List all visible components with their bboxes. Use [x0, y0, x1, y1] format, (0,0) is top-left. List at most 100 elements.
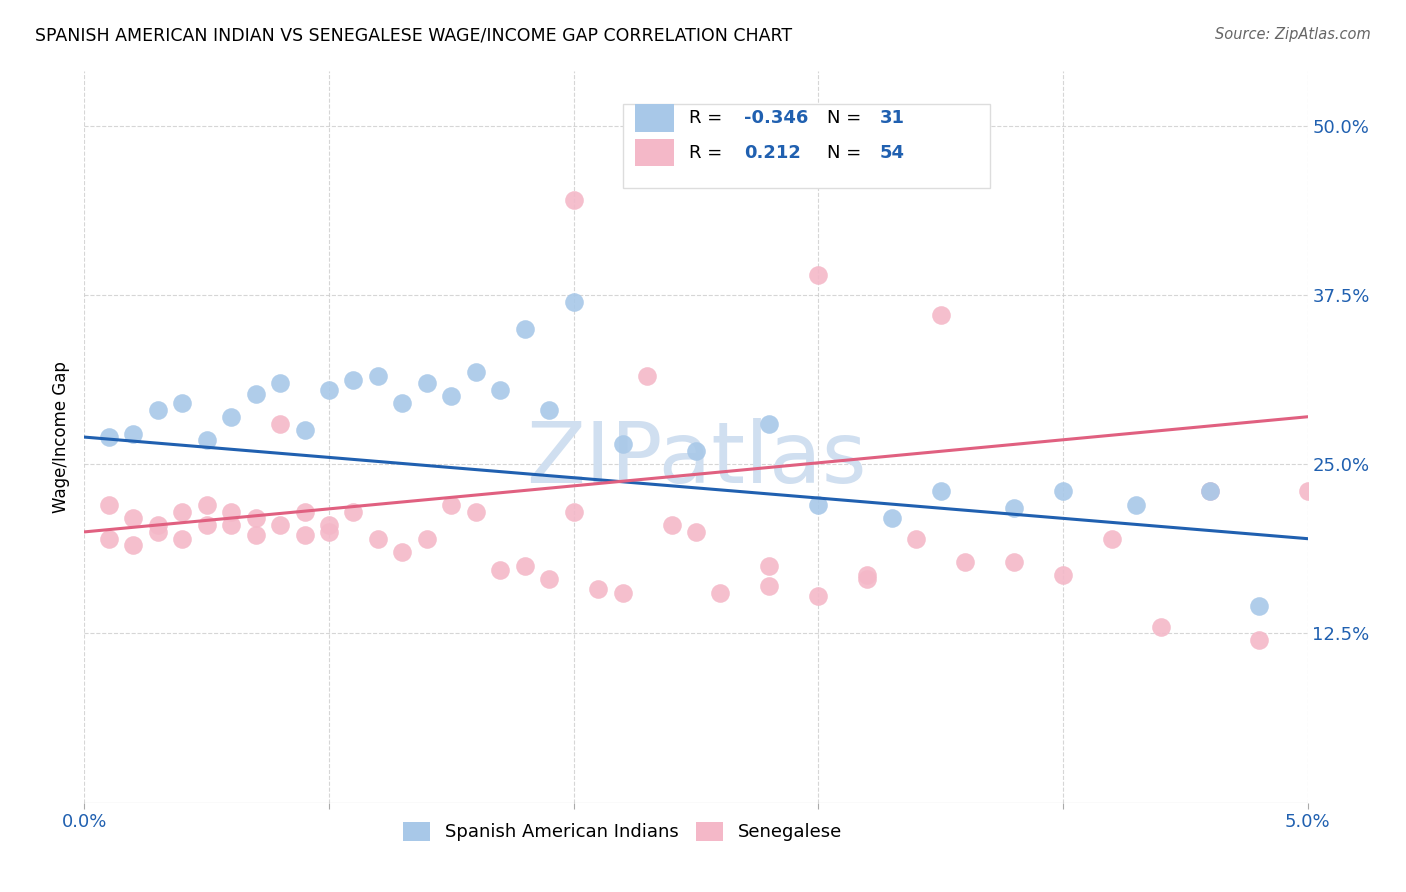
Point — [416, 532, 439, 546]
Point — [1198, 484, 1220, 499]
Text: -0.346: -0.346 — [744, 109, 808, 128]
Y-axis label: Wage/Income Gap: Wage/Income Gap — [52, 361, 70, 513]
Text: ZIPatlas: ZIPatlas — [526, 417, 866, 500]
Point — [513, 322, 536, 336]
Point — [146, 518, 169, 533]
Point — [562, 193, 585, 207]
Point — [636, 369, 658, 384]
Point — [294, 527, 316, 541]
Point — [1198, 484, 1220, 499]
Point — [269, 376, 291, 390]
Point — [269, 518, 291, 533]
Point — [685, 166, 707, 180]
Point — [758, 417, 780, 431]
Point — [807, 498, 830, 512]
Point — [880, 511, 903, 525]
Point — [1247, 633, 1270, 648]
Point — [1150, 620, 1173, 634]
Point — [172, 532, 194, 546]
Point — [685, 524, 707, 539]
Point — [905, 532, 928, 546]
Text: Source: ZipAtlas.com: Source: ZipAtlas.com — [1215, 27, 1371, 42]
Point — [318, 524, 340, 539]
Point — [464, 505, 486, 519]
Point — [856, 568, 879, 582]
Point — [1002, 500, 1025, 515]
Point — [612, 437, 634, 451]
Point — [367, 369, 389, 384]
Point — [612, 586, 634, 600]
Point — [122, 511, 145, 525]
Point — [416, 376, 439, 390]
Point — [342, 373, 364, 387]
Text: N =: N = — [827, 144, 868, 161]
Point — [219, 505, 242, 519]
Text: R =: R = — [689, 109, 728, 128]
Point — [929, 308, 952, 322]
Point — [342, 505, 364, 519]
Point — [318, 383, 340, 397]
Point — [122, 427, 145, 442]
Point — [1052, 568, 1074, 582]
Point — [538, 572, 561, 586]
Point — [1296, 484, 1319, 499]
Point — [464, 365, 486, 379]
Point — [195, 433, 218, 447]
Point — [318, 518, 340, 533]
Point — [440, 498, 463, 512]
Point — [538, 403, 561, 417]
Point — [856, 572, 879, 586]
Point — [367, 532, 389, 546]
Point — [1101, 532, 1123, 546]
Text: SPANISH AMERICAN INDIAN VS SENEGALESE WAGE/INCOME GAP CORRELATION CHART: SPANISH AMERICAN INDIAN VS SENEGALESE WA… — [35, 27, 792, 45]
Point — [489, 563, 512, 577]
Point — [245, 386, 267, 401]
Point — [391, 545, 413, 559]
Point — [146, 403, 169, 417]
Point — [269, 417, 291, 431]
Point — [586, 582, 609, 596]
Point — [219, 518, 242, 533]
Point — [929, 484, 952, 499]
Point — [758, 579, 780, 593]
Point — [807, 268, 830, 282]
FancyBboxPatch shape — [623, 104, 990, 188]
Point — [97, 498, 120, 512]
Point — [440, 389, 463, 403]
FancyBboxPatch shape — [636, 138, 673, 167]
Text: 0.212: 0.212 — [744, 144, 800, 161]
Point — [245, 527, 267, 541]
Point — [685, 443, 707, 458]
Point — [172, 396, 194, 410]
Point — [219, 409, 242, 424]
Point — [245, 511, 267, 525]
Point — [172, 505, 194, 519]
Point — [1002, 555, 1025, 569]
Point — [97, 532, 120, 546]
Point — [807, 589, 830, 603]
Point — [146, 524, 169, 539]
Point — [195, 518, 218, 533]
Point — [513, 558, 536, 573]
Point — [953, 555, 976, 569]
Point — [758, 558, 780, 573]
Point — [294, 505, 316, 519]
Point — [562, 294, 585, 309]
Text: 31: 31 — [880, 109, 904, 128]
Text: 54: 54 — [880, 144, 904, 161]
Legend: Spanish American Indians, Senegalese: Spanish American Indians, Senegalese — [396, 814, 849, 848]
Point — [661, 518, 683, 533]
Text: N =: N = — [827, 109, 868, 128]
Text: R =: R = — [689, 144, 728, 161]
Point — [1052, 484, 1074, 499]
Point — [1125, 498, 1147, 512]
Point — [489, 383, 512, 397]
Point — [391, 396, 413, 410]
Point — [294, 423, 316, 437]
Point — [97, 430, 120, 444]
Point — [195, 498, 218, 512]
Point — [562, 505, 585, 519]
Point — [709, 586, 731, 600]
FancyBboxPatch shape — [636, 104, 673, 132]
Point — [122, 538, 145, 552]
